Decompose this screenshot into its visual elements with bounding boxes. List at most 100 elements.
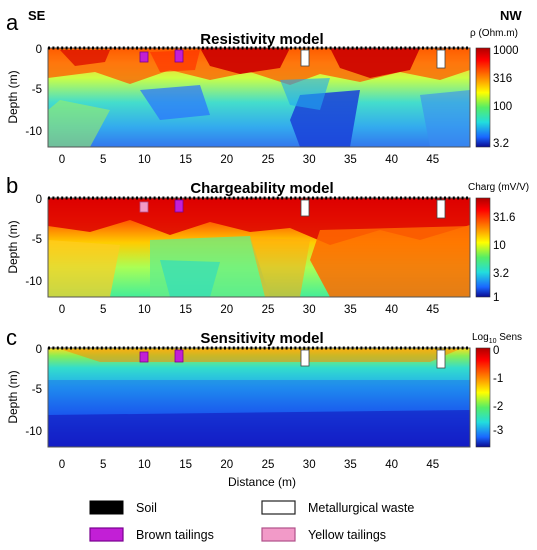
- colorbar-tick-a-1: 316: [493, 73, 512, 85]
- legend-swatch-yellow-tailings: [261, 527, 296, 542]
- x-tick-label: 35: [344, 154, 357, 166]
- x-tick-label: 45: [426, 154, 439, 166]
- metallurgical-waste-marker: [300, 349, 310, 367]
- y-tick-b-2: -10: [25, 276, 42, 288]
- metallurgical-waste-marker: [300, 49, 310, 67]
- x-tick-label: 5: [100, 154, 106, 166]
- panel-title-a: Resistivity model: [200, 31, 323, 48]
- colorbar-tick-b-1: 10: [493, 240, 506, 252]
- colorbar-c: [475, 347, 491, 448]
- brown-tailings-marker: [174, 49, 184, 63]
- colorbar-tick-c-1: -1: [493, 373, 503, 385]
- colorbar-tick-a-0: 1000: [493, 45, 519, 57]
- x-tick-label: 45: [426, 459, 439, 471]
- colorbar-unit-c: Log10 Sens: [472, 332, 522, 345]
- colorbar-tick-b-2: 3.2: [493, 268, 509, 280]
- x-tick-label: 40: [385, 304, 398, 316]
- x-tick-label: 15: [179, 459, 192, 471]
- x-tick-label: 5: [100, 459, 106, 471]
- x-tick-label: 35: [344, 459, 357, 471]
- colorbar-tick-a-2: 100: [493, 101, 512, 113]
- colorbar-tick-b-3: 1: [493, 292, 499, 304]
- legend: Soil Metallurgical waste Brown tailings …: [89, 500, 414, 542]
- x-tick-label: 10: [138, 154, 151, 166]
- metallurgical-waste-marker: [436, 199, 446, 219]
- x-tick-label: 10: [138, 304, 151, 316]
- x-axis-ticks-b: 0 5 10 15 20 25 30 35 40 45: [59, 304, 439, 316]
- colorbar-tick-c-2: -2: [493, 401, 503, 413]
- resistivity-section: [48, 48, 470, 147]
- colorbar-unit-a: ρ (Ohm.m): [470, 28, 518, 39]
- brown-tailings-marker: [174, 349, 184, 363]
- brown-tailings-marker: [139, 51, 149, 63]
- legend-label-soil: Soil: [136, 501, 157, 515]
- x-tick-label: 15: [179, 154, 192, 166]
- x-tick-label: 30: [303, 459, 316, 471]
- x-tick-label: 30: [303, 304, 316, 316]
- panel-title-b: Chargeability model: [190, 180, 333, 197]
- y-axis-label-c: Depth (m): [6, 370, 20, 423]
- x-tick-label: 25: [262, 154, 275, 166]
- colorbar-tick-b-0: 31.6: [493, 212, 515, 224]
- brown-tailings-marker: [174, 199, 184, 213]
- y-tick-c-0: 0: [36, 344, 42, 356]
- y-tick-c-2: -10: [25, 426, 42, 438]
- panel-a: a SE NW Resistivity model Depth (m) 0 -5…: [6, 8, 522, 166]
- chargeability-section: [48, 198, 470, 297]
- colorbar-unit-b: Charg (mV/V): [468, 182, 529, 193]
- legend-label-brown-tailings: Brown tailings: [136, 528, 214, 542]
- panel-title-c: Sensitivity model: [200, 330, 323, 347]
- colorbar-tick-a-3: 3.2: [493, 138, 509, 150]
- plot-frame-c: [47, 347, 471, 448]
- legend-swatch-brown-tailings: [89, 527, 124, 542]
- legend-label-metallurgical-waste: Metallurgical waste: [308, 501, 414, 515]
- colorbar-tick-c-3: -3: [493, 425, 503, 437]
- y-tick-b-1: -5: [32, 234, 42, 246]
- x-tick-label: 20: [220, 459, 233, 471]
- y-tick-a-0: 0: [36, 44, 42, 56]
- x-axis-ticks-a: 0 5 10 15 20 25 30 35 40 45: [59, 154, 439, 166]
- x-tick-label: 10: [138, 459, 151, 471]
- x-tick-label: 0: [59, 154, 65, 166]
- y-tick-c-1: -5: [32, 384, 42, 396]
- panel-c: c Sensitivity model Depth (m) 0 -5 -10 0…: [6, 325, 522, 489]
- yellow-tailings-marker: [139, 201, 149, 213]
- sensitivity-section: [48, 348, 470, 447]
- y-axis-label-a: Depth (m): [6, 70, 20, 123]
- x-tick-label: 40: [385, 459, 398, 471]
- x-tick-label: 0: [59, 459, 65, 471]
- legend-swatch-soil: [89, 500, 124, 515]
- colorbar-a: [475, 47, 491, 148]
- x-tick-label: 25: [262, 459, 275, 471]
- panel-letter-c: c: [6, 325, 17, 350]
- legend-label-yellow-tailings: Yellow tailings: [308, 528, 386, 542]
- legend-swatch-metallurgical-waste: [261, 500, 296, 515]
- panel-letter-a: a: [6, 10, 19, 35]
- x-tick-label: 20: [220, 304, 233, 316]
- direction-left-label: SE: [28, 8, 46, 23]
- direction-right-label: NW: [500, 8, 522, 23]
- metallurgical-waste-marker: [436, 49, 446, 69]
- x-tick-label: 0: [59, 304, 65, 316]
- x-tick-label: 5: [100, 304, 106, 316]
- y-tick-a-1: -5: [32, 84, 42, 96]
- y-tick-b-0: 0: [36, 194, 42, 206]
- panel-b: b Chargeability model Depth (m) 0 -5 -10…: [6, 173, 529, 316]
- x-axis-ticks-c: 0 5 10 15 20 25 30 35 40 45: [59, 459, 439, 471]
- x-tick-label: 15: [179, 304, 192, 316]
- x-tick-label: 30: [303, 154, 316, 166]
- y-axis-label-b: Depth (m): [6, 220, 20, 273]
- x-axis-label: Distance (m): [228, 475, 296, 489]
- x-tick-label: 45: [426, 304, 439, 316]
- colorbar-tick-c-0: 0: [493, 345, 499, 357]
- plot-frame-b: [47, 197, 471, 298]
- metallurgical-waste-marker: [436, 349, 446, 369]
- metallurgical-waste-marker: [300, 199, 310, 217]
- colorbar-b: [475, 197, 491, 298]
- y-tick-a-2: -10: [25, 126, 42, 138]
- x-tick-label: 25: [262, 304, 275, 316]
- x-tick-label: 40: [385, 154, 398, 166]
- plot-frame-a: [47, 47, 471, 148]
- panel-letter-b: b: [6, 173, 18, 198]
